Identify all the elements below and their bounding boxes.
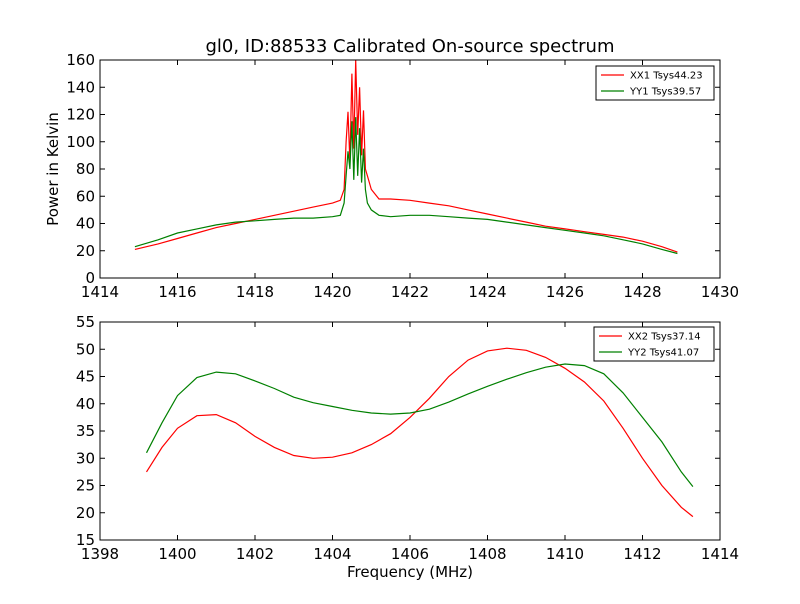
x-tick-label: 1412: [623, 545, 661, 563]
x-tick-label: 1408: [468, 545, 506, 563]
x-tick-label: 1404: [313, 545, 351, 563]
series-line-1: [134, 59, 678, 253]
x-tick-label: 1402: [236, 545, 274, 563]
x-tick-label: 1398: [81, 545, 119, 563]
top-panel: 1414 1416 1418 1420 1422 1424 1426 1428 1430 0 20 4…: [44, 51, 739, 301]
series-line-1: [145, 347, 694, 518]
x-axis-label: Frequency (MHz): [347, 563, 473, 581]
x-tick-label: 1414: [701, 545, 739, 563]
y-tick-label: 20: [76, 504, 95, 522]
legend-label: XX1 Tsys44.23: [630, 71, 703, 82]
bottom-panel: 1398 1400 1402 1404 1406 1408 1410 1412 1414 15 20…: [76, 313, 739, 581]
y-tick-label: 35: [76, 422, 95, 440]
y-tick-label: 100: [66, 133, 95, 151]
y-tick-label: 40: [76, 395, 95, 413]
x-tick-label: 1418: [236, 283, 274, 301]
y-tick-label: 80: [76, 160, 95, 178]
x-tick-label: 1422: [391, 283, 429, 301]
y-tick-label: 140: [66, 78, 95, 96]
y-tick-label: 30: [76, 449, 95, 467]
legend-box: [593, 326, 715, 362]
y-tick-label: 160: [66, 51, 95, 69]
legend-label: XX2 Tsys37.14: [628, 332, 701, 343]
y-tick-label: 60: [76, 187, 95, 205]
series-line-2: [134, 117, 678, 255]
x-tick-label: 1410: [546, 545, 584, 563]
y-tick-label: 55: [76, 313, 95, 331]
legend-label: YY2 Tsys41.07: [627, 348, 699, 359]
legend: XX2 Tsys37.14 YY2 Tsys41.07: [593, 326, 715, 362]
x-tick-label: 1416: [158, 283, 196, 301]
x-tick-label: 1430: [701, 283, 739, 301]
y-tick-label: 0: [85, 269, 95, 287]
x-tick-label: 1414: [81, 283, 119, 301]
y-tick-label: 25: [76, 477, 95, 495]
y-tick-label: 50: [76, 340, 95, 358]
y-tick-label: 45: [76, 368, 95, 386]
y-tick-label: 20: [76, 242, 95, 260]
chart-title: gl0, ID:88533 Calibrated On-source spect…: [205, 36, 614, 57]
legend-box: [595, 65, 715, 101]
legend-label: YY1 Tsys39.57: [629, 87, 701, 98]
y-tick-label: 120: [66, 106, 95, 124]
x-tick-label: 1424: [468, 283, 506, 301]
y-tick-label: 15: [76, 531, 95, 549]
x-tick-label: 1400: [158, 545, 196, 563]
y-tick-label: 40: [76, 215, 95, 233]
x-tick-label: 1406: [391, 545, 429, 563]
x-tick-label: 1428: [623, 283, 661, 301]
legend: XX1 Tsys44.23 YY1 Tsys39.57: [595, 65, 715, 101]
y-axis-label: Power in Kelvin: [44, 112, 62, 226]
x-tick-label: 1426: [546, 283, 584, 301]
x-tick-label: 1420: [313, 283, 351, 301]
series-line-2: [145, 363, 694, 487]
